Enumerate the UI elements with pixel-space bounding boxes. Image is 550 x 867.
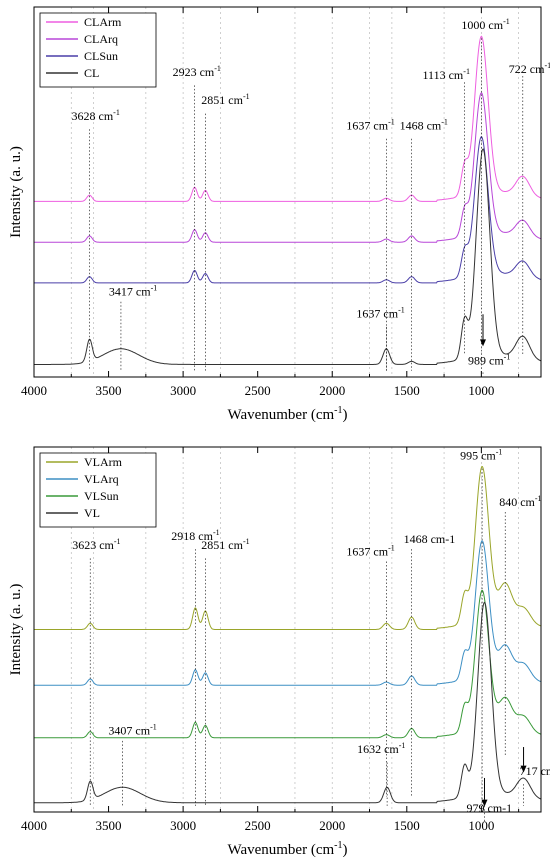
x-axis-label: Wavenumber (cm-1) [227,840,347,858]
legend-label: CL [84,66,99,80]
series-line-VL [34,601,542,804]
x-tick-label: 2500 [245,383,271,398]
x-tick-label: 3000 [170,818,196,833]
series-line-CLSun [34,136,542,284]
peak-annotation: 3407 cm-1 [108,723,156,738]
series-line-CLArq [34,92,542,243]
legend-label: CLArq [84,32,118,46]
peak-annotation: 995 cm-1 [460,447,502,462]
plot-frame [33,446,542,813]
peak-annotation: 3417 cm-1 [109,284,157,299]
peak-annotation: 1468 cm-1 [400,117,448,132]
peak-annotation: 717 cm-1 [520,763,550,778]
x-tick-label: 4000 [21,818,47,833]
legend-box [39,452,157,528]
x-tick-label: 3500 [96,818,122,833]
peak-annotation: 1637 cm-1 [356,305,404,320]
series-line-VLArm [34,465,542,630]
peak-annotation: 989 cm-1 [468,353,510,368]
peak-annotation: 979 cm-1 [467,801,513,815]
x-tick-label: 3500 [96,383,122,398]
series-line-CL [34,148,542,365]
legend-label: VL [84,506,100,520]
x-tick-label: 1500 [394,383,420,398]
peak-annotation: 1113 cm-1 [423,67,470,82]
peak-annotation: 840 cm-1 [499,494,541,509]
legend-label: CLArm [84,15,122,29]
peak-annotation: 722 cm-1 [509,61,550,76]
series-line-VLSun [34,589,542,739]
x-tick-label: 3000 [170,383,196,398]
x-tick-label: 1500 [394,818,420,833]
peak-annotation: 3623 cm-1 [72,537,120,552]
series-line-CLArm [34,35,542,202]
peak-annotation: 2851 cm-1 [201,92,249,107]
peak-annotation: 1637 cm-1 [346,543,394,558]
legend-label: VLArq [84,472,119,486]
peak-annotation: 1637 cm-1 [346,117,394,132]
x-tick-label: 2500 [245,818,271,833]
x-tick-label: 1000 [468,383,494,398]
y-axis-label: Intensity (a. u.) [8,146,24,238]
peak-annotation: 2918 cm-1 [171,528,219,543]
x-tick-label: 1000 [468,818,494,833]
legend-label: VLSun [84,489,119,503]
plot-frame [33,6,542,378]
legend-label: VLArm [84,455,123,469]
y-axis-label: Intensity (a. u.) [8,584,24,676]
arrow-head [481,799,488,807]
peak-annotation: 2851 cm-1 [201,537,249,552]
x-tick-label: 2000 [319,383,345,398]
peak-annotation: 1000 cm-1 [461,17,509,32]
x-axis-label: Wavenumber (cm-1) [227,405,347,423]
arrow-head [520,765,527,773]
peak-annotation: 1468 cm-1 [404,532,456,546]
series-line-VLArq [34,540,542,686]
chart-panel-1: 3628 cm-1 2923 cm-1 2851 cm-1 1637 cm-1 1468… [8,6,550,423]
legend-box [39,12,157,88]
arrow-head [479,339,486,347]
x-tick-label: 2000 [319,818,345,833]
peak-annotation: 1632 cm-1 [357,741,405,756]
legend-label: CLSun [84,49,118,63]
x-tick-label: 4000 [21,383,47,398]
peak-annotation: 2923 cm-1 [173,64,221,79]
peak-annotation: 3628 cm-1 [72,108,120,123]
